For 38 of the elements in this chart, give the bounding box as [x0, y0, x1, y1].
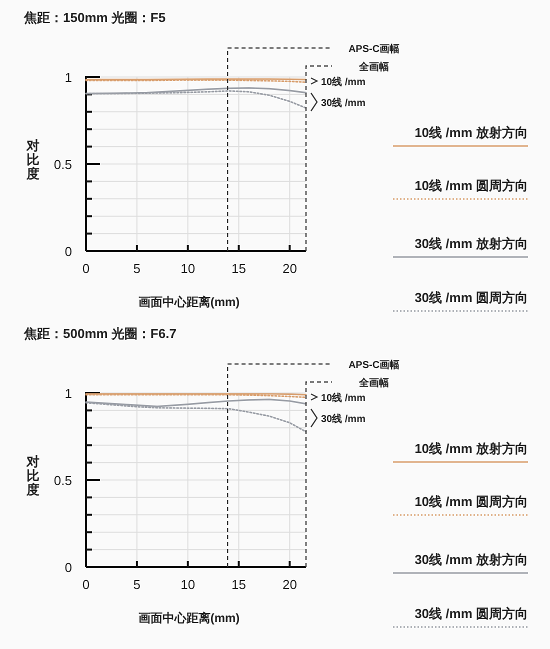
x-tick-label: 0	[82, 577, 90, 592]
y-tick-label: 0	[64, 244, 72, 259]
ref-line-label: APS-C画幅	[348, 359, 400, 371]
text: 10线 /mm 放射方向	[414, 125, 528, 140]
text: 30线 /mm 放射方向	[414, 236, 528, 251]
y-tick-label: 0.5	[54, 157, 72, 172]
ref-line-label: 全画幅	[358, 61, 389, 73]
x-tick-label: 15	[232, 577, 246, 592]
chart-title: 焦距：150mm 光圈：F5	[23, 10, 166, 25]
text: 30线 /mm 圆周方向	[414, 290, 528, 305]
text: 30线 /mm 圆周方向	[414, 606, 528, 621]
x-tick-label: 5	[133, 261, 141, 276]
chart-title: 焦距：500mm 光圈：F6.7	[23, 326, 176, 341]
text: 10线 /mm 圆周方向	[414, 178, 528, 193]
y-tick-label: 1	[64, 70, 72, 85]
y-axis-title: 对比度	[26, 454, 40, 497]
text: 30线 /mm	[321, 97, 366, 109]
x-tick-label: 0	[82, 261, 90, 276]
y-tick-label: 0	[64, 560, 72, 575]
ref-line-label: APS-C画幅	[348, 43, 400, 55]
text: 10线 /mm	[321, 392, 366, 404]
ref-line-label: 全画幅	[358, 377, 389, 389]
x-tick-label: 15	[232, 261, 246, 276]
text: 10线 /mm 放射方向	[414, 441, 528, 456]
text: 10线 /mm	[321, 76, 366, 88]
y-axis-title: 对比度	[26, 138, 40, 181]
y-tick-label: 0.5	[54, 473, 72, 488]
x-tick-label: 5	[133, 577, 141, 592]
x-tick-label: 20	[282, 577, 297, 592]
x-axis-title: 画面中心距离(mm)	[138, 611, 240, 625]
text: 30线 /mm	[321, 413, 366, 425]
text: 30线 /mm 放射方向	[414, 552, 528, 567]
x-tick-label: 10	[180, 261, 196, 276]
text: 10线 /mm 圆周方向	[414, 494, 528, 509]
y-tick-label: 1	[64, 386, 72, 401]
x-tick-label: 20	[282, 261, 297, 276]
x-tick-label: 10	[180, 577, 196, 592]
x-axis-title: 画面中心距离(mm)	[138, 295, 240, 309]
